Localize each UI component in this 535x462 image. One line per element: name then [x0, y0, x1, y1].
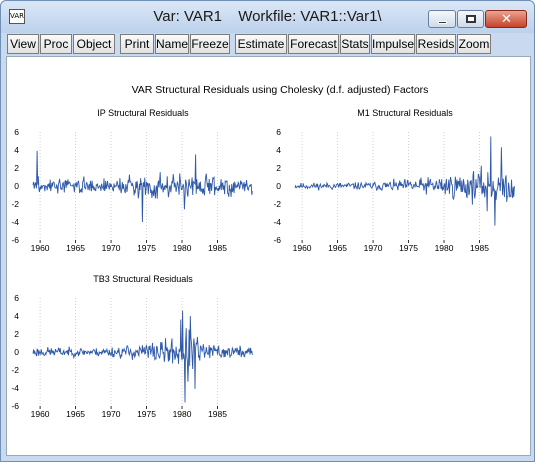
impulse-button[interactable]: Impulse	[371, 34, 415, 54]
y-tick-label: -4	[11, 383, 19, 393]
var-object-icon: VAR	[9, 9, 25, 24]
figure-title: VAR Structural Residuals using Cholesky …	[132, 84, 429, 96]
minimize-button[interactable]	[428, 10, 456, 28]
y-tick-label: 6	[14, 293, 19, 303]
y-tick-label: 4	[14, 145, 19, 155]
x-tick-label: 1975	[399, 243, 418, 253]
x-tick-label: 1985	[470, 243, 489, 253]
object-button[interactable]: Object	[73, 34, 115, 54]
title-workfile-name: Workfile: VAR1::Var1\	[238, 8, 382, 25]
x-tick-label: 1960	[293, 243, 312, 253]
x-tick-label: 1965	[66, 409, 85, 419]
y-tick-label: -4	[11, 217, 19, 227]
x-tick-label: 1970	[364, 243, 383, 253]
x-tick-label: 1960	[31, 243, 50, 253]
y-tick-label: -6	[11, 235, 19, 245]
maximize-button[interactable]	[457, 10, 484, 28]
stats-button[interactable]: Stats	[340, 34, 370, 54]
residual-graphs: VAR Structural Residuals using Cholesky …	[11, 84, 515, 419]
y-tick-label: 2	[14, 163, 19, 173]
x-tick-label: 1985	[208, 243, 227, 253]
panel-title: M1 Structural Residuals	[357, 108, 453, 118]
panel-title: TB3 Structural Residuals	[93, 274, 193, 284]
y-tick-label: -2	[11, 199, 19, 209]
y-tick-label: 6	[14, 127, 19, 137]
resids-button[interactable]: Resids	[416, 34, 456, 54]
panel-title: IP Structural Residuals	[97, 108, 189, 118]
zoom-button[interactable]: Zoom	[457, 34, 491, 54]
y-tick-label: -2	[11, 365, 19, 375]
y-tick-label: 2	[14, 329, 19, 339]
estimate-button[interactable]: Estimate	[235, 34, 287, 54]
view-button[interactable]: View	[7, 34, 39, 54]
y-tick-label: 4	[276, 145, 281, 155]
x-tick-label: 1980	[173, 409, 192, 419]
name-button[interactable]: Name	[155, 34, 189, 54]
x-tick-label: 1980	[173, 243, 192, 253]
x-tick-label: 1980	[435, 243, 454, 253]
print-button[interactable]: Print	[120, 34, 154, 54]
x-tick-label: 1970	[102, 409, 121, 419]
residual-series-line	[32, 150, 253, 223]
x-tick-label: 1975	[137, 409, 156, 419]
minimize-icon	[438, 21, 447, 24]
x-tick-label: 1960	[31, 409, 50, 419]
x-tick-label: 1965	[66, 243, 85, 253]
window-title: Var: VAR1 Workfile: VAR1::Var1\	[1, 8, 534, 25]
residual-series-line	[294, 136, 515, 226]
y-tick-label: -6	[11, 401, 19, 411]
y-tick-label: -2	[273, 199, 281, 209]
y-tick-label: -6	[273, 235, 281, 245]
x-tick-label: 1965	[328, 243, 347, 253]
x-tick-label: 1985	[208, 409, 227, 419]
y-tick-label: 2	[276, 163, 281, 173]
maximize-icon	[466, 15, 476, 23]
x-tick-label: 1970	[102, 243, 121, 253]
forecast-button[interactable]: Forecast	[288, 34, 339, 54]
title-bar[interactable]: VAR Var: VAR1 Workfile: VAR1::Var1\ ✕	[1, 1, 534, 33]
y-tick-label: 6	[276, 127, 281, 137]
freeze-button[interactable]: Freeze	[190, 34, 230, 54]
y-tick-label: 0	[276, 181, 281, 191]
x-tick-label: 1975	[137, 243, 156, 253]
close-icon: ✕	[501, 12, 512, 27]
y-tick-label: -4	[273, 217, 281, 227]
y-tick-label: 0	[14, 181, 19, 191]
graph-area: VAR Structural Residuals using Cholesky …	[6, 56, 531, 456]
y-tick-label: 4	[14, 311, 19, 321]
residual-series-line	[32, 310, 253, 403]
title-object-name: Var: VAR1	[153, 8, 223, 25]
proc-button[interactable]: Proc	[40, 34, 72, 54]
close-button[interactable]: ✕	[485, 10, 527, 28]
y-tick-label: 0	[14, 347, 19, 357]
